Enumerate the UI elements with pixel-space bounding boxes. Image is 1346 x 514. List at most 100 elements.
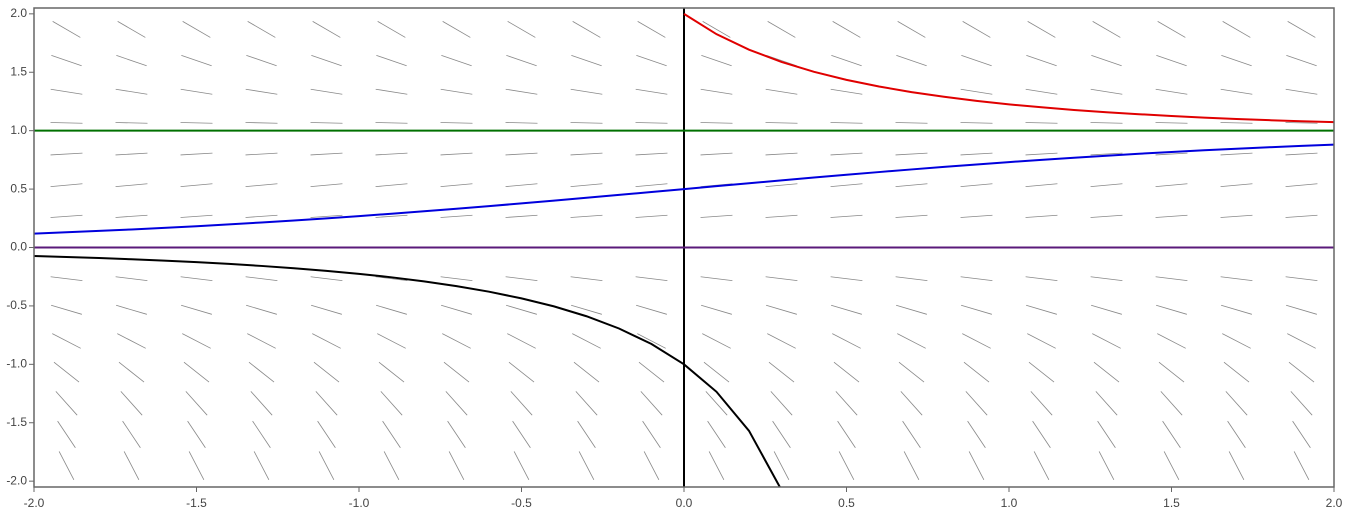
- slope-segment: [505, 88, 538, 95]
- slope-segment: [1025, 152, 1058, 156]
- slope-segment: [961, 304, 992, 315]
- slope-segment: [772, 420, 791, 448]
- slope-segment: [1155, 122, 1188, 124]
- x-tick-label: 0.5: [838, 496, 855, 510]
- slope-segment: [1027, 333, 1056, 349]
- slope-segment: [512, 420, 531, 448]
- x-tick-label: 1.5: [1163, 496, 1180, 510]
- slope-segment: [441, 54, 472, 67]
- plot-frame: [33, 7, 1335, 488]
- slope-segment: [577, 420, 596, 448]
- slope-segment: [635, 183, 668, 188]
- slope-segment: [1222, 333, 1251, 349]
- slope-segment: [1090, 214, 1123, 218]
- slope-segment: [1025, 88, 1058, 95]
- slope-segment: [1220, 214, 1253, 218]
- slope-segment: [962, 21, 991, 38]
- slope-segment: [1090, 88, 1123, 95]
- x-tick-label: 2.0: [1326, 496, 1343, 510]
- slope-segment: [507, 21, 536, 38]
- slope-segment: [1027, 21, 1056, 38]
- slope-segment: [897, 21, 926, 38]
- slope-segment: [830, 122, 863, 124]
- slope-segment: [700, 276, 733, 281]
- slope-segment: [1155, 214, 1188, 218]
- slope-segment: [115, 276, 148, 281]
- slope-segment: [50, 88, 83, 95]
- slope-segment: [506, 304, 537, 315]
- y-tick-label: 0.0: [10, 240, 27, 254]
- slope-segment: [180, 276, 213, 281]
- slope-segment: [505, 214, 538, 218]
- slope-segment: [180, 214, 213, 218]
- slope-segment: [1220, 122, 1253, 124]
- slope-segment: [1286, 54, 1317, 67]
- slope-segment: [572, 333, 601, 349]
- slope-segment: [182, 333, 211, 349]
- slope-segment: [637, 333, 666, 349]
- slope-segment: [637, 21, 666, 38]
- slope-segment: [1032, 420, 1051, 448]
- slope-segment: [440, 152, 473, 156]
- slope-segment: [447, 420, 466, 448]
- slope-segment: [898, 361, 925, 383]
- slope-segment: [375, 214, 408, 218]
- slope-segment: [572, 21, 601, 38]
- slope-segment: [830, 276, 863, 281]
- slope-segment: [1090, 183, 1123, 188]
- slope-segment: [837, 420, 856, 448]
- slope-segment: [830, 152, 863, 156]
- slope-segment: [703, 361, 730, 383]
- slope-segment: [245, 183, 278, 188]
- slope-segment: [635, 88, 668, 95]
- slope-segment: [116, 304, 147, 315]
- slope-segment: [1220, 276, 1253, 281]
- slope-segment: [53, 361, 80, 383]
- slope-segment: [382, 420, 401, 448]
- slope-segment: [1220, 183, 1253, 188]
- slope-segment: [1091, 304, 1122, 315]
- slope-segment: [183, 361, 210, 383]
- slope-segment: [767, 333, 796, 349]
- slope-segment: [180, 122, 213, 124]
- slope-segment: [765, 88, 798, 95]
- slope-segment: [835, 391, 858, 416]
- slope-segment: [1220, 88, 1253, 95]
- slope-segment: [116, 54, 147, 67]
- solution-curve: [34, 143, 1334, 235]
- slope-segment: [1293, 451, 1310, 480]
- slope-segment: [383, 451, 400, 480]
- slope-segment: [246, 304, 277, 315]
- slope-segment: [1026, 304, 1057, 315]
- slope-segment: [1221, 54, 1252, 67]
- slope-segment: [570, 276, 603, 281]
- slope-segment: [376, 304, 407, 315]
- slope-segment: [50, 122, 83, 124]
- slope-segment: [248, 361, 275, 383]
- tick-labels: -2.0 -1.5 -1.0 -0.5 0.0 0.5 1.0 1.5 2.0 2.0 1.5 1.0…: [6, 6, 1342, 510]
- slope-segment: [963, 361, 990, 383]
- x-tick-label: -1.5: [186, 496, 207, 510]
- slope-segment: [570, 183, 603, 188]
- slope-segment: [1227, 420, 1246, 448]
- slope-segment: [702, 21, 731, 38]
- slope-segment: [830, 214, 863, 218]
- slope-segment: [573, 361, 600, 383]
- slope-segment: [442, 333, 471, 349]
- slope-segment: [443, 361, 470, 383]
- slope-segment: [506, 54, 537, 67]
- slope-segment: [960, 122, 993, 124]
- slope-segment: [635, 214, 668, 218]
- slope-segment: [310, 214, 343, 218]
- slope-segment: [896, 304, 927, 315]
- slope-segment: [1285, 122, 1318, 124]
- slope-segment: [643, 451, 660, 480]
- y-tick-label: 1.0: [10, 123, 27, 137]
- slope-segment: [442, 21, 471, 38]
- slope-segment: [895, 276, 928, 281]
- x-tick-label: -2.0: [24, 496, 45, 510]
- slope-segment: [570, 88, 603, 95]
- slope-segment: [1156, 54, 1187, 67]
- slope-segment: [1158, 361, 1185, 383]
